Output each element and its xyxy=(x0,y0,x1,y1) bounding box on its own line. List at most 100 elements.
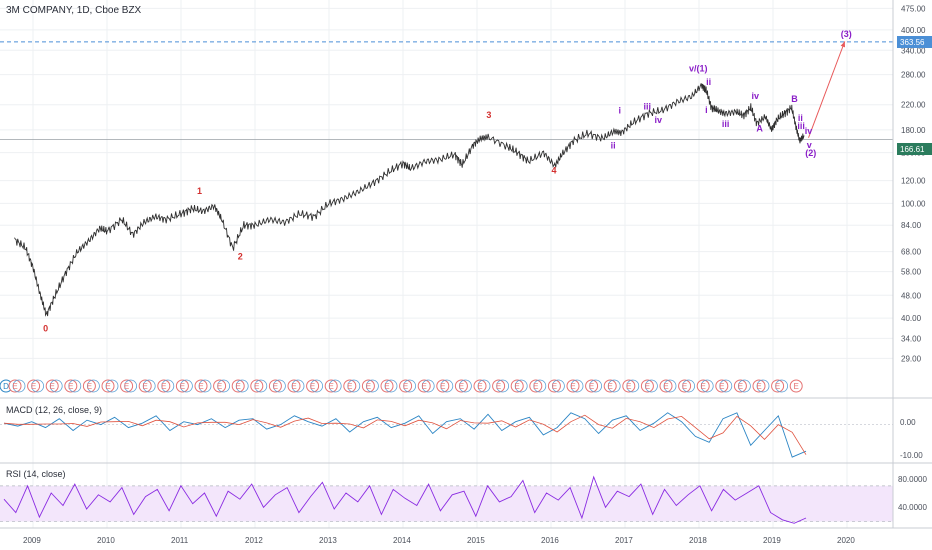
earnings-marker[interactable]: E xyxy=(510,379,528,393)
earnings-marker[interactable]: E xyxy=(399,379,417,393)
svg-text:E: E xyxy=(738,382,743,391)
earnings-marker[interactable]: E xyxy=(213,379,231,393)
svg-text:E: E xyxy=(198,382,203,391)
macd-title: MACD (12, 26, close, 9) xyxy=(6,405,102,415)
y-tick-label: 68.00 xyxy=(901,248,922,257)
x-tick-label: 2017 xyxy=(615,536,633,545)
target-price-text: 363.56 xyxy=(900,38,925,47)
wave-label: iv xyxy=(805,126,813,136)
earnings-marker[interactable]: E xyxy=(640,379,658,393)
earnings-marker[interactable]: E xyxy=(771,379,788,393)
earnings-marker[interactable]: E xyxy=(417,379,435,393)
earnings-marker[interactable]: E xyxy=(175,379,193,393)
earnings-marker[interactable]: E xyxy=(157,379,175,393)
earnings-marker[interactable]: E xyxy=(64,379,82,393)
current-price-text: 166.61 xyxy=(900,145,925,154)
earnings-marker[interactable]: E xyxy=(361,379,379,393)
svg-text:E: E xyxy=(124,382,129,391)
svg-text:E: E xyxy=(440,382,445,391)
earnings-marker[interactable]: E xyxy=(547,379,565,393)
earnings-marker[interactable]: E xyxy=(473,379,491,393)
svg-text:E: E xyxy=(775,382,780,391)
wave-label: (2) xyxy=(805,148,816,158)
wave-label: (3) xyxy=(841,29,852,39)
wave-label: ii xyxy=(798,113,803,123)
earnings-marker[interactable]: E xyxy=(752,379,770,393)
rsi-tick-1: 40.0000 xyxy=(898,503,927,512)
earnings-marker[interactable]: E xyxy=(343,379,361,393)
earnings-marker[interactable]: E xyxy=(454,379,472,393)
earnings-marker[interactable]: E xyxy=(250,379,268,393)
earnings-marker[interactable]: E xyxy=(194,379,212,393)
rsi-line xyxy=(3,475,807,524)
earnings-marker[interactable]: E xyxy=(138,379,156,393)
y-tick-label: 40.00 xyxy=(901,314,922,323)
earnings-marker[interactable]: E xyxy=(733,379,751,393)
svg-text:E: E xyxy=(719,382,724,391)
earnings-marker[interactable]: E xyxy=(529,379,547,393)
earnings-marker[interactable]: E xyxy=(380,379,398,393)
wave-label: iv xyxy=(751,91,759,101)
x-tick-label: 2016 xyxy=(541,536,559,545)
earnings-marker[interactable]: E xyxy=(622,379,640,393)
x-tick-label: 2013 xyxy=(319,536,337,545)
earnings-marker[interactable]: E xyxy=(101,379,119,393)
svg-text:E: E xyxy=(291,382,296,391)
x-tick-label: 2019 xyxy=(763,536,781,545)
svg-text:E: E xyxy=(329,382,334,391)
earnings-marker[interactable]: E xyxy=(27,379,44,393)
wave-label: 4 xyxy=(551,166,556,176)
rsi-title: RSI (14, close) xyxy=(6,469,66,479)
macd-signal-line xyxy=(3,414,807,455)
x-tick-label: 2012 xyxy=(245,536,263,545)
svg-text:E: E xyxy=(645,382,650,391)
macd-tick-0: 0.00 xyxy=(900,418,916,427)
svg-text:E: E xyxy=(105,382,110,391)
earnings-marker[interactable]: E xyxy=(436,379,454,393)
svg-text:E: E xyxy=(570,382,575,391)
svg-text:E: E xyxy=(217,382,222,391)
earnings-marker[interactable]: E xyxy=(8,379,26,393)
svg-text:E: E xyxy=(794,382,799,391)
earnings-marker[interactable]: E xyxy=(231,379,249,393)
earnings-marker[interactable]: E xyxy=(45,379,63,393)
svg-text:E: E xyxy=(756,382,761,391)
earnings-marker[interactable]: E xyxy=(696,379,714,393)
earnings-marker[interactable]: E xyxy=(789,379,803,393)
svg-text:E: E xyxy=(477,382,482,391)
rsi-band-fill xyxy=(0,485,893,522)
earnings-marker[interactable]: E xyxy=(324,379,342,393)
y-tick-label: 280.00 xyxy=(901,71,926,80)
y-tick-label: 120.00 xyxy=(901,177,926,186)
x-tick-label: 2014 xyxy=(393,536,411,545)
svg-text:E: E xyxy=(161,382,166,391)
earnings-marker[interactable]: E xyxy=(82,379,100,393)
earnings-marker[interactable]: E xyxy=(120,379,138,393)
earnings-marker[interactable]: E xyxy=(585,379,602,393)
svg-text:E: E xyxy=(87,382,92,391)
earnings-marker[interactable]: E xyxy=(306,379,324,393)
wave-label: i xyxy=(619,106,622,116)
svg-text:E: E xyxy=(143,382,148,391)
earnings-marker[interactable]: E xyxy=(287,379,305,393)
rsi-panel xyxy=(0,475,893,524)
earnings-marker[interactable]: E xyxy=(659,379,677,393)
svg-text:E: E xyxy=(589,382,594,391)
earnings-marker[interactable]: E xyxy=(715,379,733,393)
earnings-marker[interactable]: E xyxy=(566,379,584,393)
wave-label: iii xyxy=(643,101,651,111)
wave-label: 1 xyxy=(197,186,202,196)
wave-label: B xyxy=(791,94,798,104)
earnings-marker[interactable]: E xyxy=(492,379,510,393)
earnings-marker[interactable]: E xyxy=(678,379,695,393)
svg-text:E: E xyxy=(663,382,668,391)
svg-text:E: E xyxy=(68,382,73,391)
earnings-marker[interactable]: E xyxy=(268,379,286,393)
svg-text:E: E xyxy=(608,382,613,391)
earnings-marker[interactable]: E xyxy=(603,379,621,393)
svg-text:E: E xyxy=(347,382,352,391)
y-tick-label: 58.00 xyxy=(901,268,922,277)
